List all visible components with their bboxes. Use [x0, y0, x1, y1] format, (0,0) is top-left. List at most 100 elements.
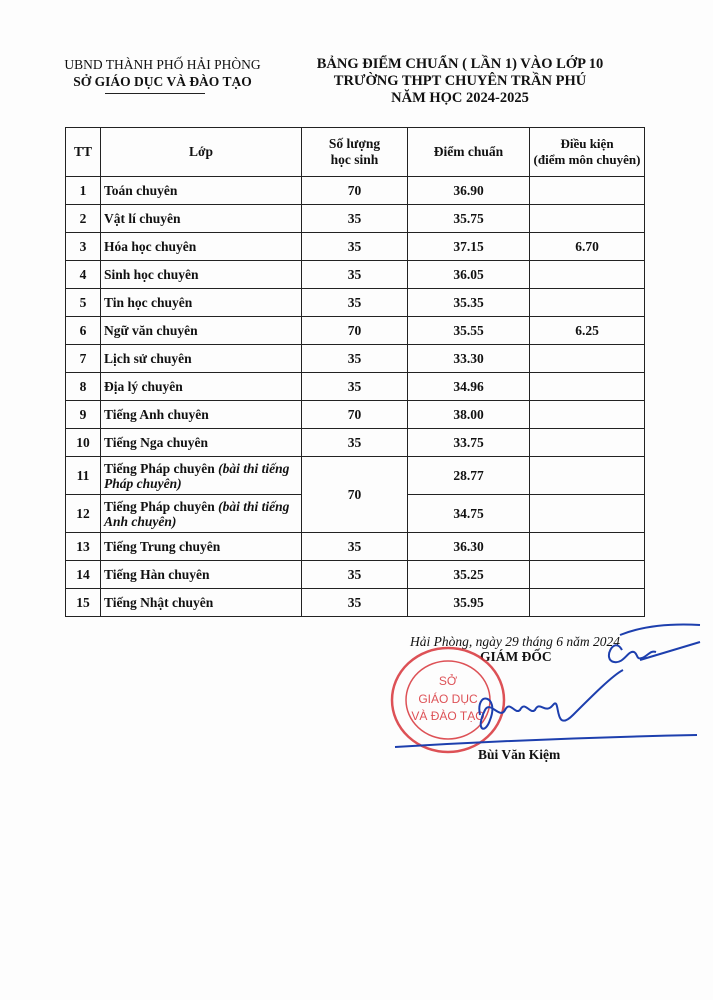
cell-lop: Tiếng Pháp chuyên (bài thi tiếng Anh chu… [100, 494, 302, 533]
date-line: Hải Phòng, ngày 29 tháng 6 năm 2024 [410, 634, 620, 649]
table-row: 9 Tiếng Anh chuyên 70 38.00 [65, 400, 645, 429]
svg-text:GIÁO DỤC: GIÁO DỤC [418, 691, 478, 706]
cell-condition [529, 588, 645, 617]
cell-lop: Tiếng Anh chuyên [100, 400, 302, 429]
cell-tt: 11 [65, 456, 101, 495]
cell-score: 36.30 [407, 532, 530, 561]
cell-condition [529, 532, 645, 561]
cell-condition: 6.25 [529, 316, 645, 345]
table-row: 7 Lịch sử chuyên 35 33.30 [65, 344, 645, 373]
cell-qty: 35 [301, 560, 408, 589]
cell-qty: 35 [301, 372, 408, 401]
cell-condition [529, 260, 645, 289]
title-line2: TRƯỜNG THPT CHUYÊN TRẦN PHÚ [333, 73, 587, 89]
cell-tt: 5 [65, 288, 101, 317]
title-line1: BẢNG ĐIỂM CHUẨN ( LẦN 1) VÀO LỚP 10 [316, 56, 604, 72]
cell-qty: 35 [301, 232, 408, 261]
cell-lop: Tiếng Nga chuyên [100, 428, 302, 457]
cell-score: 34.75 [407, 494, 530, 533]
cell-qty: 70 [301, 316, 408, 345]
cell-condition [529, 176, 645, 205]
cell-condition [529, 288, 645, 317]
title-line3: NĂM HỌC 2024-2025 [391, 90, 529, 106]
cell-score: 35.55 [407, 316, 530, 345]
table-header: TT Lớp Số lượng học sinh Điểm chuẩn Điều … [65, 127, 645, 177]
col-qty: Số lượng học sinh [301, 127, 408, 177]
cell-lop: Vật lí chuyên [100, 204, 302, 233]
cell-score: 33.75 [407, 428, 530, 457]
signer-position: GIÁM ĐỐC [480, 649, 552, 664]
cell-tt: 9 [65, 400, 101, 429]
cell-lop: Tiếng Nhật chuyên [100, 588, 302, 617]
col-lop: Lớp [100, 127, 302, 177]
table-row: 14 Tiếng Hàn chuyên 35 35.25 [65, 560, 645, 589]
cell-lop: Tiếng Hàn chuyên [100, 560, 302, 589]
cell-tt: 14 [65, 560, 101, 589]
cell-score: 34.96 [407, 372, 530, 401]
cell-condition [529, 560, 645, 589]
cell-score: 35.95 [407, 588, 530, 617]
cell-lop: Tiếng Trung chuyên [100, 532, 302, 561]
signature [394, 623, 701, 748]
cell-lop: Lịch sử chuyên [100, 344, 302, 373]
table-row: 8 Địa lý chuyên 35 34.96 [65, 372, 645, 401]
table-row: 5 Tin học chuyên 35 35.35 [65, 288, 645, 317]
cell-condition [529, 428, 645, 457]
cell-qty: 35 [301, 588, 408, 617]
cell-score: 36.90 [407, 176, 530, 205]
svg-text:VÀ ĐÀO TẠO: VÀ ĐÀO TẠO [411, 708, 484, 723]
signer-name: Bùi Văn Kiệm [478, 747, 561, 762]
cell-condition: 6.70 [529, 232, 645, 261]
cell-condition [529, 456, 645, 495]
issuer-line1: UBND THÀNH PHỐ HẢI PHÒNG [64, 57, 261, 72]
cell-tt: 12 [65, 494, 101, 533]
cell-lop: Hóa học chuyên [100, 232, 302, 261]
table-row: 10 Tiếng Nga chuyên 35 33.75 [65, 428, 645, 457]
svg-text:SỞ: SỞ [439, 673, 458, 688]
cell-tt: 6 [65, 316, 101, 345]
issuer-line2: SỞ GIÁO DỤC VÀ ĐÀO TẠO [73, 74, 252, 89]
table-row: 13 Tiếng Trung chuyên 35 36.30 [65, 532, 645, 561]
col-tt: TT [65, 127, 101, 177]
cell-score: 33.30 [407, 344, 530, 373]
cell-tt: 15 [65, 588, 101, 617]
cell-tt: 8 [65, 372, 101, 401]
cell-tt: 13 [65, 532, 101, 561]
table-row: 4 Sinh học chuyên 35 36.05 [65, 260, 645, 289]
cell-score: 36.05 [407, 260, 530, 289]
cell-condition [529, 372, 645, 401]
cell-qty: 35 [301, 532, 408, 561]
col-cond: Điều kiện (điểm môn chuyên) [529, 127, 645, 177]
cell-score: 35.75 [407, 204, 530, 233]
cell-tt: 1 [65, 176, 101, 205]
official-stamp: SỞ GIÁO DỤC VÀ ĐÀO TẠO [390, 646, 506, 754]
col-score: Điểm chuẩn [407, 127, 530, 177]
cell-qty: 35 [301, 288, 408, 317]
cell-score: 35.35 [407, 288, 530, 317]
cell-lop: Tiếng Pháp chuyên (bài thi tiếng Pháp ch… [100, 456, 302, 495]
table-row: 6 Ngữ văn chuyên 70 35.55 6.25 [65, 316, 645, 345]
table-row: 11 Tiếng Pháp chuyên (bài thi tiếng Pháp … [65, 456, 645, 533]
cell-lop: Địa lý chuyên [100, 372, 302, 401]
divider [105, 93, 205, 94]
cell-score: 38.00 [407, 400, 530, 429]
cell-condition [529, 204, 645, 233]
table-row: 2 Vật lí chuyên 35 35.75 [65, 204, 645, 233]
table-row: 3 Hóa học chuyên 35 37.15 6.70 [65, 232, 645, 261]
cell-lop: Tin học chuyên [100, 288, 302, 317]
cell-score: 28.77 [407, 456, 530, 495]
cell-qty: 35 [301, 428, 408, 457]
cell-condition [529, 344, 645, 373]
cell-score: 37.15 [407, 232, 530, 261]
cell-qty: 35 [301, 260, 408, 289]
cell-qty: 35 [301, 344, 408, 373]
cell-tt: 7 [65, 344, 101, 373]
cell-lop: Sinh học chuyên [100, 260, 302, 289]
issuer-block: UBND THÀNH PHỐ HẢI PHÒNG SỞ GIÁO DỤC VÀ … [50, 56, 275, 90]
cell-condition [529, 494, 645, 533]
cell-qty: 35 [301, 204, 408, 233]
cell-lop: Toán chuyên [100, 176, 302, 205]
cell-condition [529, 400, 645, 429]
cell-qty: 70 [301, 400, 408, 429]
